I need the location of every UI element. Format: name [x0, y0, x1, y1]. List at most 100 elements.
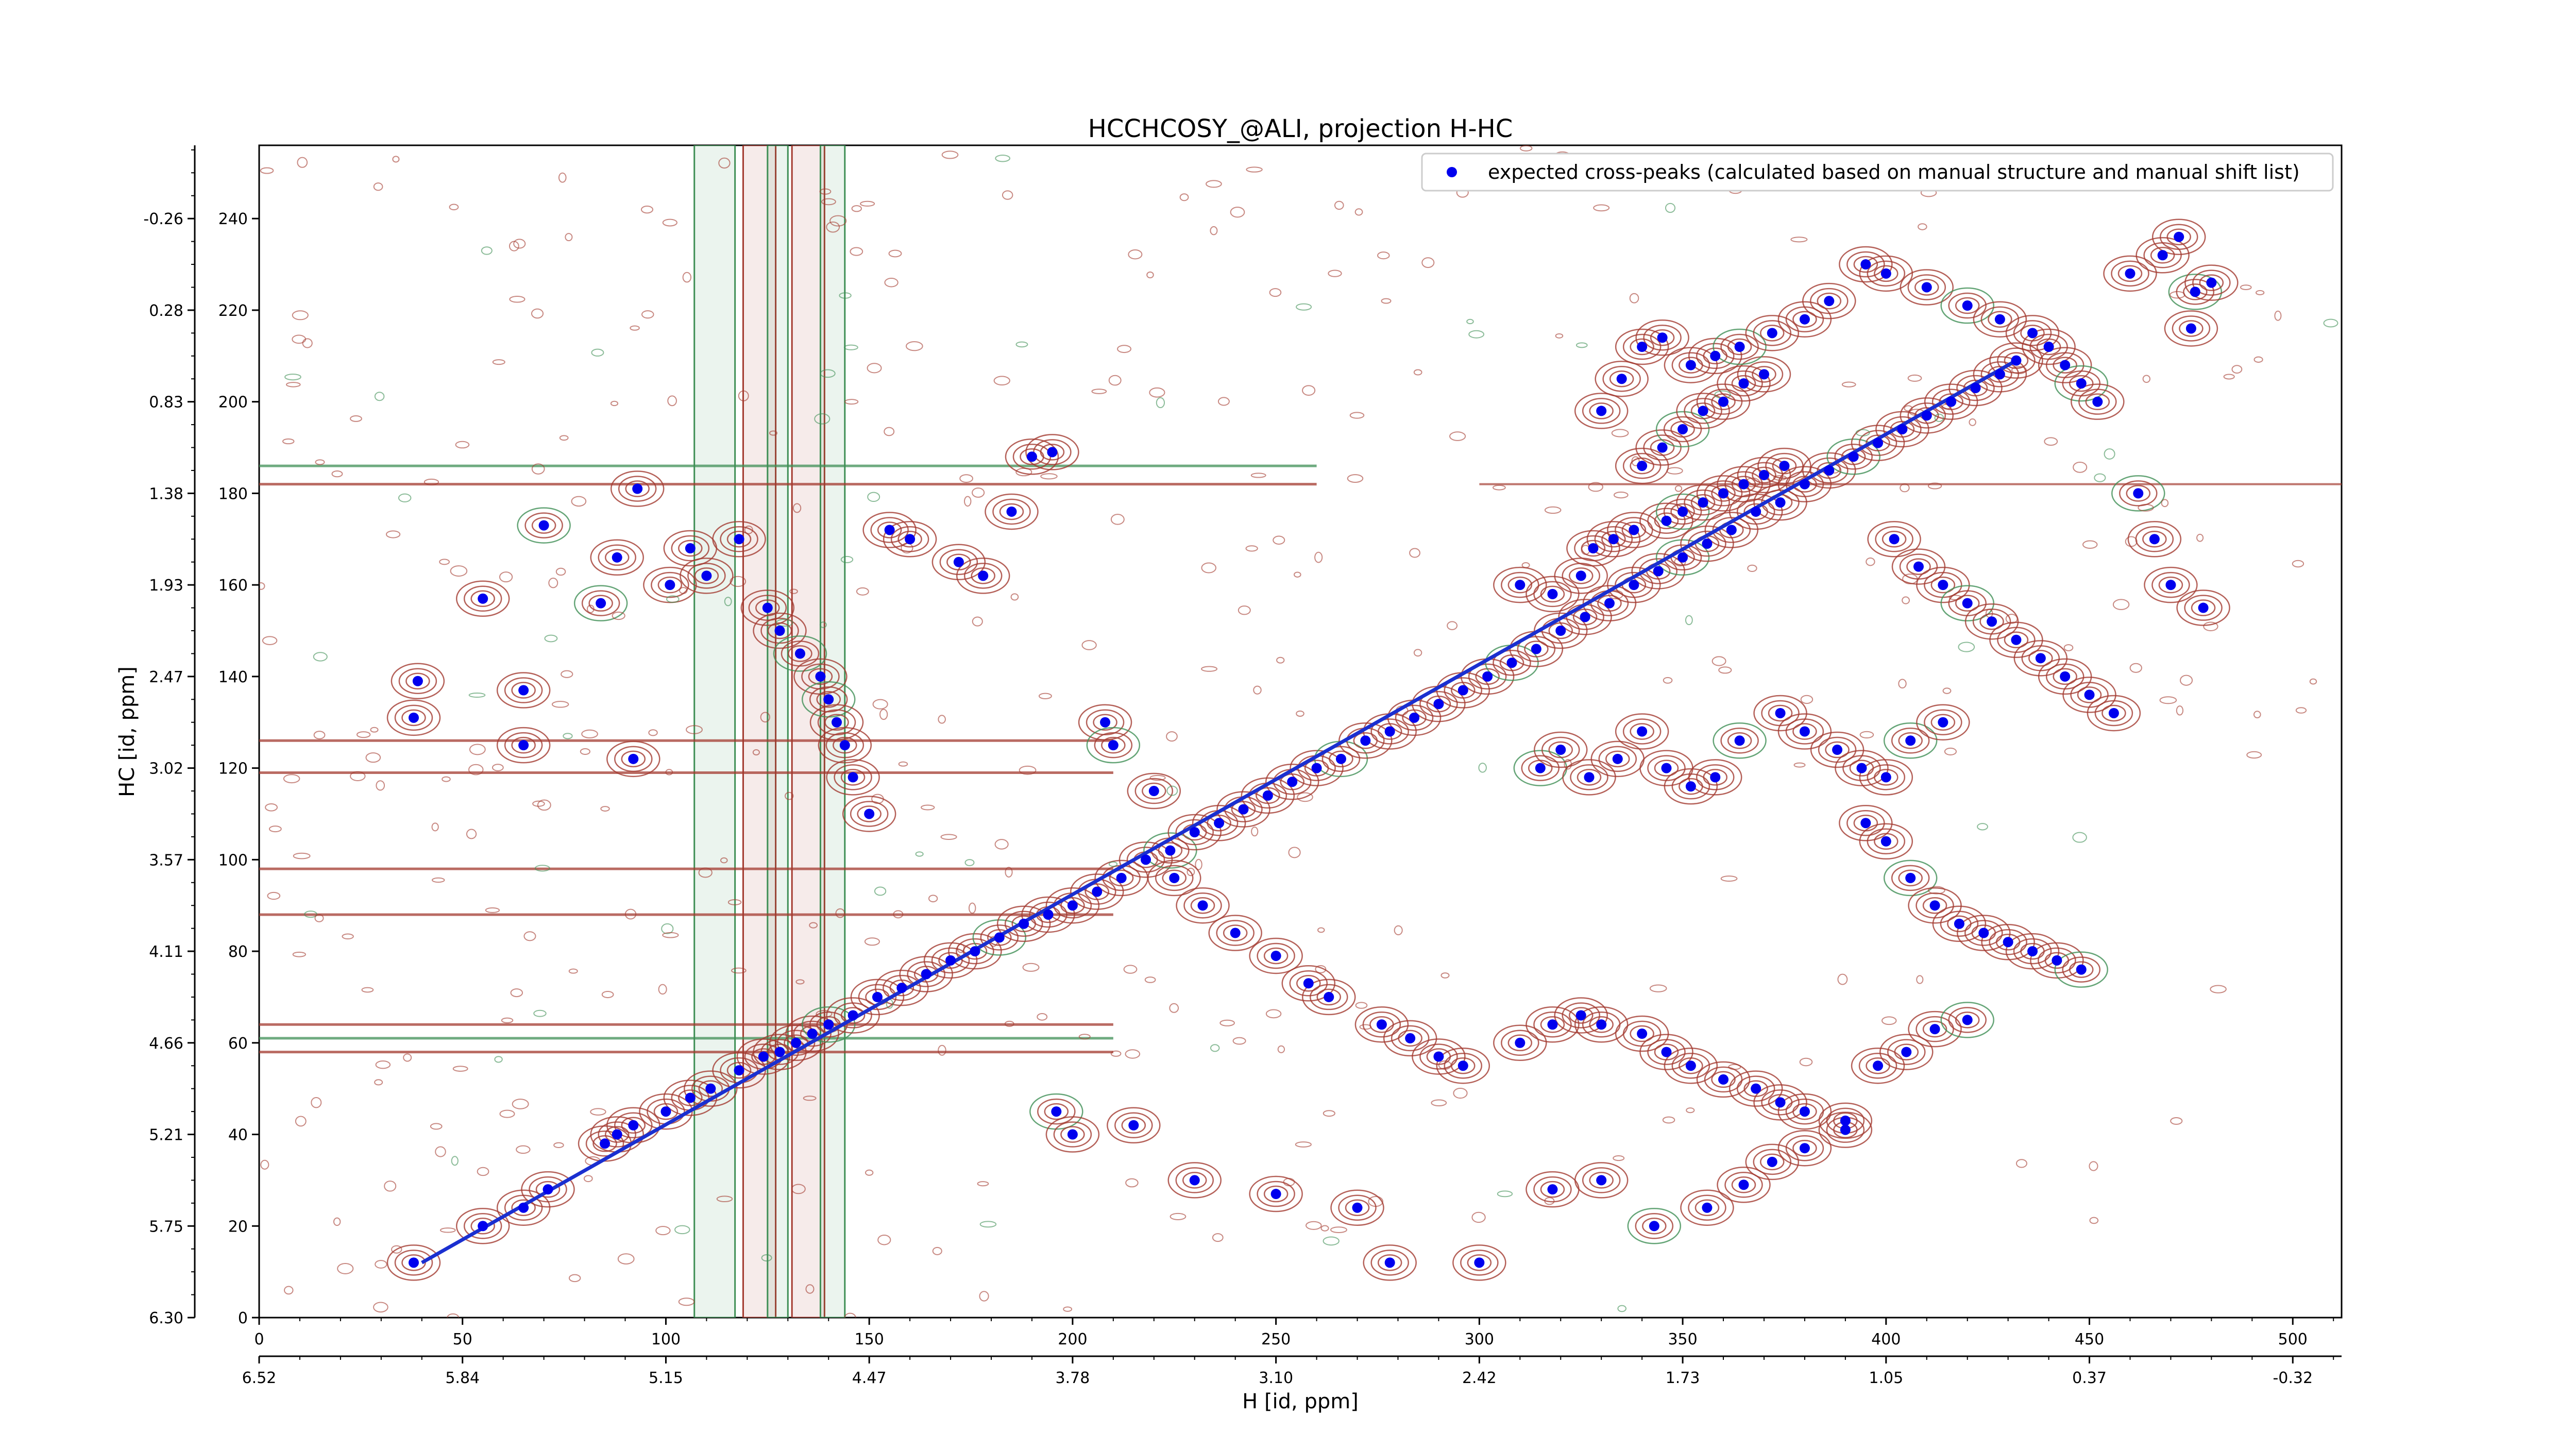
x-ppm-tick-label: 5.15	[649, 1369, 683, 1387]
contour-ring	[1167, 814, 1222, 851]
contour-ring	[1846, 251, 1885, 278]
contour-ring	[1639, 1034, 1693, 1070]
contour-ring	[1093, 714, 1117, 731]
contour-ring	[1176, 887, 1230, 924]
contour-ring	[1635, 319, 1689, 356]
contour-ring	[604, 1126, 630, 1143]
contour-noise	[342, 933, 354, 940]
cross-peak-point	[1929, 900, 1940, 911]
contour-noise	[893, 910, 904, 919]
contour-noise	[2253, 711, 2261, 718]
contour-ring	[1753, 320, 1792, 346]
contour-noise	[964, 859, 975, 866]
contour-ring	[1147, 860, 1201, 897]
cross-peak-point	[1873, 1060, 1884, 1071]
contour-ring	[1765, 452, 1804, 479]
contour-ring	[1354, 1006, 1409, 1043]
contour-noise	[648, 729, 658, 736]
contour-noise	[2005, 614, 2018, 624]
y-ppm-tick-label: 6.30	[149, 1309, 183, 1327]
contour-ring	[1859, 823, 1913, 860]
contour-noise	[1323, 1110, 1335, 1117]
contour-noise	[640, 206, 654, 214]
contour-noise	[867, 492, 880, 502]
contour-ring	[1566, 530, 1620, 567]
contour-ring	[610, 470, 665, 507]
cross-peak-point	[1458, 685, 1468, 696]
contour-ring	[2013, 640, 2068, 677]
contour-ring	[1398, 1030, 1422, 1047]
contour-band-vertical	[767, 145, 789, 1318]
contour-ring	[1162, 869, 1187, 887]
contour-ring	[1777, 1093, 1832, 1130]
contour-noise	[509, 241, 519, 251]
contour-ring	[1955, 595, 1980, 612]
contour-noise	[816, 1010, 833, 1018]
contour-ring	[1867, 764, 1906, 790]
contour-ring	[1894, 1043, 1919, 1060]
contour-noise	[1210, 226, 1218, 235]
contour-noise	[1246, 166, 1263, 173]
contour-ring	[2038, 947, 2076, 974]
contour-ring	[1720, 728, 1759, 754]
cross-peak-point	[1580, 612, 1590, 622]
contour-noise	[1916, 975, 1924, 984]
cross-peak-point	[1738, 1180, 1749, 1190]
contour-noise	[1294, 571, 1301, 578]
cross-peak-point	[1384, 1257, 1395, 1268]
contour-ring	[1101, 736, 1126, 754]
contour-ring	[2199, 274, 2224, 291]
contour-noise	[871, 794, 884, 804]
contour-noise	[435, 1146, 446, 1157]
contour-ring	[573, 585, 628, 621]
contour-ring	[1684, 398, 1722, 424]
contour-ring	[1955, 297, 1980, 314]
contour-ring	[394, 704, 433, 731]
contour-noise	[1015, 467, 1032, 477]
contour-ring	[850, 801, 889, 827]
contour-ring	[1329, 750, 1353, 768]
contour-noise	[431, 877, 445, 883]
contour-ring	[883, 521, 937, 558]
cross-peak-point	[1677, 506, 1688, 517]
cross-peak-point	[2076, 964, 2087, 975]
contour-noise	[563, 733, 573, 739]
contour-ring	[907, 961, 945, 987]
contour-noise	[839, 292, 852, 299]
contour-ring	[1155, 865, 1194, 891]
contour-noise	[571, 496, 587, 507]
contour-noise	[568, 968, 578, 974]
contour-noise	[1728, 1064, 1741, 1070]
contour-noise	[1296, 303, 1312, 311]
contour-noise	[1898, 679, 1907, 689]
chart-title: HCCHCOSY_@ALI, projection H-HC	[1088, 114, 1513, 143]
contour-noise	[423, 478, 439, 485]
contour-ring	[657, 576, 683, 594]
cross-peak-point	[1612, 753, 1623, 764]
contour-ring	[1839, 804, 1893, 841]
contour-noise	[2231, 365, 2243, 374]
y-ppm-tick-label: 5.75	[149, 1218, 183, 1236]
contour-ring	[1940, 287, 1994, 324]
cross-peak-point	[1616, 374, 1627, 384]
contour-ring	[1753, 1084, 1807, 1121]
cross-peak-point	[1751, 1083, 1761, 1094]
contour-ring	[2069, 961, 2094, 978]
contour-ring	[1777, 466, 1832, 502]
contour-noise	[809, 922, 818, 929]
contour-ring	[1615, 1015, 1669, 1052]
contour-noise	[565, 233, 573, 242]
contour-ring	[1639, 558, 1677, 584]
contour-noise	[1942, 687, 1952, 694]
contour-noise	[568, 1274, 581, 1283]
legend-box	[1421, 153, 2334, 192]
contour-ring	[2004, 352, 2029, 369]
contour-ring	[1316, 988, 1342, 1006]
contour-ring	[1663, 544, 1702, 571]
contour-ring	[1777, 301, 1832, 338]
contour-ring	[2159, 224, 2198, 250]
contour-ring	[2094, 700, 2133, 727]
contour-noise	[1881, 1016, 1897, 1025]
contour-ring	[1835, 750, 1889, 786]
cross-peak-point	[807, 1029, 818, 1039]
